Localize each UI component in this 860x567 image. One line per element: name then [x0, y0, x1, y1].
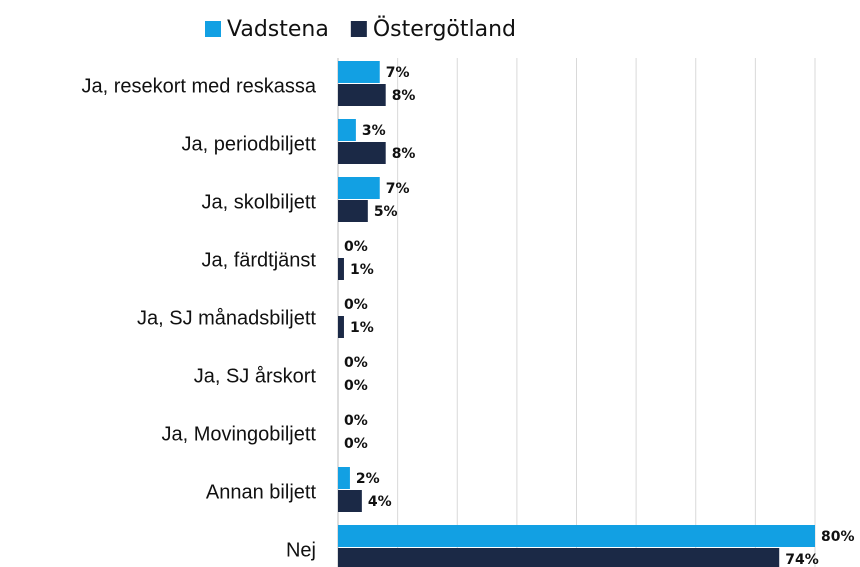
legend-swatch: [350, 21, 367, 37]
bar: [338, 84, 386, 106]
legend-label: Östergötland: [373, 16, 516, 42]
data-label: 5%: [374, 204, 398, 220]
bar: [338, 525, 815, 547]
data-label: 0%: [344, 413, 368, 429]
data-label: 1%: [350, 262, 374, 278]
bar: [338, 142, 386, 164]
bar: [338, 548, 780, 567]
data-label: 8%: [392, 88, 416, 104]
y-tick-label: Ja, SJ årskort: [194, 365, 317, 387]
bar: [338, 119, 356, 141]
y-tick-label: Ja, färdtjänst: [201, 249, 316, 271]
data-label: 74%: [785, 552, 819, 567]
y-tick-label: Annan biljett: [206, 481, 317, 503]
y-tick-label: Ja, periodbiljett: [181, 133, 316, 155]
y-tick-label: Ja, skolbiljett: [202, 191, 317, 213]
data-label: 4%: [368, 494, 392, 510]
bar: [338, 258, 344, 280]
bar: [338, 490, 362, 512]
data-label: 7%: [386, 181, 410, 197]
bar: [338, 61, 380, 83]
data-label: 3%: [362, 123, 386, 139]
data-label: 80%: [821, 529, 855, 545]
y-tick-label: Ja, resekort med reskassa: [81, 75, 316, 97]
data-label: 1%: [350, 320, 374, 336]
data-label: 0%: [344, 436, 368, 452]
bar: [338, 177, 380, 199]
legend-label: Vadstena: [227, 17, 329, 42]
data-label: 7%: [386, 65, 410, 81]
data-label: 2%: [356, 471, 380, 487]
y-tick-label: Ja, Movingobiljett: [161, 423, 316, 445]
data-label: 8%: [392, 146, 416, 162]
y-tick-label: Ja, SJ månadsbiljett: [137, 307, 316, 329]
data-label: 0%: [344, 355, 368, 371]
bar: [338, 316, 344, 338]
data-label: 0%: [344, 239, 368, 255]
data-label: 0%: [344, 378, 368, 394]
y-tick-label: Nej: [286, 539, 316, 561]
bar: [338, 467, 350, 489]
bar: [338, 200, 368, 222]
legend-swatch: [205, 21, 221, 37]
data-label: 0%: [344, 297, 368, 313]
